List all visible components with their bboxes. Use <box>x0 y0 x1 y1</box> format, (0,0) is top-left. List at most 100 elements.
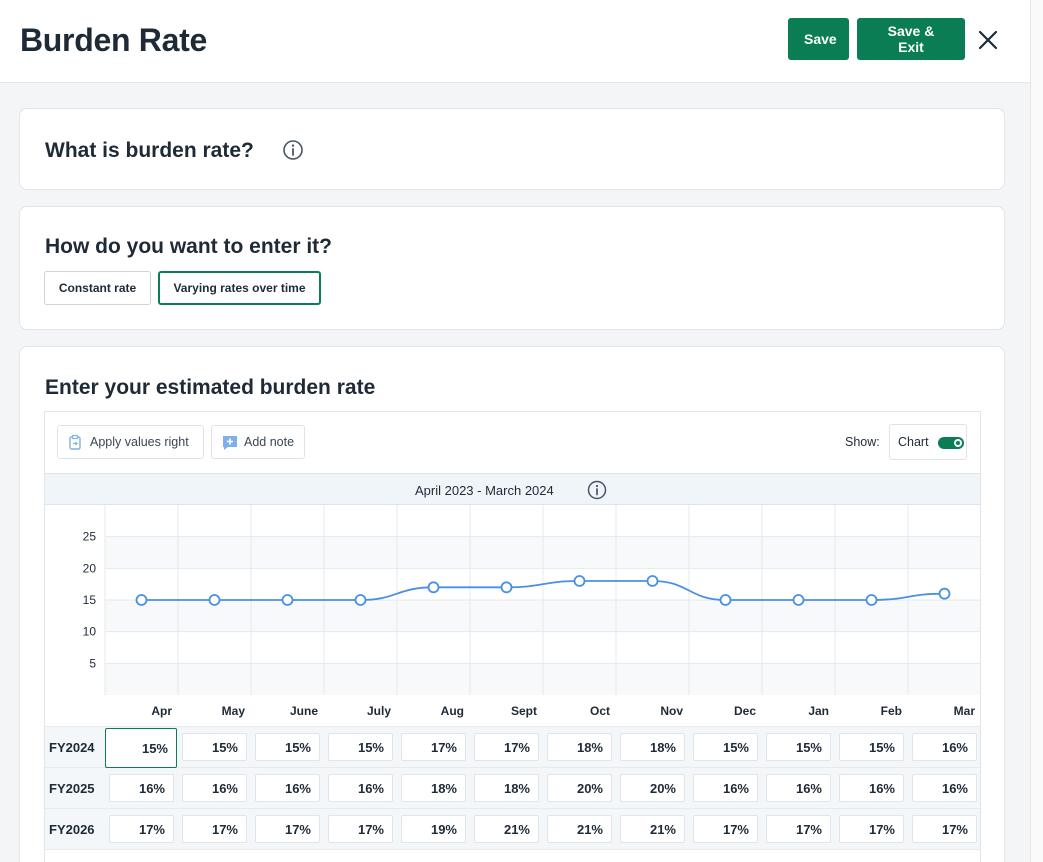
rate-cell[interactable]: 20% <box>547 774 612 802</box>
rate-cell[interactable]: 17% <box>474 733 539 761</box>
page-title: Burden Rate <box>20 22 207 58</box>
data-point-apr[interactable] <box>135 594 148 606</box>
estimated-rate-card: Enter your estimated burden rate Apply v… <box>19 346 1005 862</box>
info-icon[interactable] <box>282 139 304 161</box>
table-row: FY2024 15% 15% 15% 15% 17% 17% 18% 18% 15% 15% 15% 1… <box>45 727 980 768</box>
apply-values-right-label: Apply values right <box>90 435 189 449</box>
data-point-aug[interactable] <box>427 581 440 594</box>
table-row: FY2025 16% 16% 16% 16% 18% 18% 20% 20% 16% 16% 16% 1… <box>45 768 980 809</box>
rate-cell[interactable]: 21% <box>547 815 612 843</box>
data-point-oct[interactable] <box>573 575 586 587</box>
month-label: June <box>289 704 318 718</box>
month-label: Feb <box>880 704 902 718</box>
data-point-june[interactable] <box>281 594 294 606</box>
rate-cell[interactable]: 17% <box>766 815 831 843</box>
rate-cell[interactable]: 15% <box>255 733 320 761</box>
rate-cell[interactable]: 15% <box>693 733 758 761</box>
apply-values-right-button[interactable]: Apply values right <box>57 425 204 459</box>
rate-cell[interactable]: 20% <box>620 774 685 802</box>
rate-cell[interactable]: 16% <box>328 774 393 802</box>
rate-cell[interactable]: 17% <box>693 815 758 843</box>
data-point-dec[interactable] <box>719 594 732 606</box>
data-point-may[interactable] <box>208 594 221 606</box>
month-label: Aug <box>440 704 464 718</box>
data-point-mar[interactable] <box>938 587 951 600</box>
month-label: Nov <box>660 704 683 718</box>
rate-cell[interactable]: 17% <box>328 815 393 843</box>
add-note-label: Add note <box>244 435 295 449</box>
constant-rate-option[interactable]: Constant rate <box>44 271 151 305</box>
rate-cell[interactable]: 17% <box>912 815 977 843</box>
rate-cell[interactable]: 16% <box>766 774 831 802</box>
close-icon[interactable] <box>976 28 1000 52</box>
entry-method-title: How do you want to enter it? <box>45 235 332 258</box>
rate-cell[interactable]: 16% <box>839 774 904 802</box>
data-point-feb[interactable] <box>865 594 878 606</box>
rate-cell[interactable]: 18% <box>620 733 685 761</box>
month-label: Sept <box>510 704 537 718</box>
fiscal-year-label: FY2025 <box>49 781 95 796</box>
rate-cell[interactable]: 15% <box>105 728 177 768</box>
rate-cell[interactable]: 15% <box>839 733 904 761</box>
month-label: Jan <box>808 704 829 718</box>
estimated-rate-title: Enter your estimated burden rate <box>45 376 376 399</box>
period-label: April 2023 - March 2024 <box>415 483 554 498</box>
data-point-july[interactable] <box>354 594 367 606</box>
scrollbar[interactable] <box>1030 0 1043 862</box>
what-is-burden-rate-card: What is burden rate? <box>19 108 1005 190</box>
rate-cell[interactable]: 18% <box>547 733 612 761</box>
entry-method-card: How do you want to enter it? Constant ra… <box>19 206 1005 330</box>
data-point-sept[interactable] <box>500 581 513 594</box>
chart-toggle-switch[interactable] <box>938 437 964 449</box>
burden-rate-chart: 5 10 15 20 25 <box>83 505 980 695</box>
y-tick-label: 15 <box>83 593 97 607</box>
month-header-row: Apr May June July Aug Sept Oct Nov Dec Jan Feb Mar <box>45 695 980 727</box>
rate-grid: Apply values right Add note Show: Chart … <box>44 411 981 862</box>
month-label: Mar <box>953 704 975 718</box>
rate-cell[interactable]: 17% <box>401 733 466 761</box>
chart-toggle-label: Chart <box>898 435 929 449</box>
rate-cell[interactable]: 18% <box>474 774 539 802</box>
add-note-button[interactable]: Add note <box>211 425 305 459</box>
y-tick-label: 20 <box>83 561 97 575</box>
save-button[interactable]: Save <box>788 18 849 60</box>
rate-cell[interactable]: 16% <box>109 774 174 802</box>
fiscal-year-label: FY2024 <box>49 740 95 755</box>
rate-cell[interactable]: 16% <box>912 774 977 802</box>
rate-cell[interactable]: 17% <box>839 815 904 843</box>
y-tick-label: 10 <box>83 625 97 639</box>
add-note-icon <box>223 436 237 450</box>
info-icon[interactable] <box>587 480 607 500</box>
what-is-burden-rate-title: What is burden rate? <box>45 139 254 162</box>
rate-cell[interactable]: 15% <box>182 733 247 761</box>
month-label: Oct <box>589 704 610 718</box>
rate-cell[interactable]: 18% <box>401 774 466 802</box>
rate-cell[interactable]: 16% <box>693 774 758 802</box>
save-exit-button[interactable]: Save & Exit <box>857 18 965 60</box>
rate-cell[interactable]: 17% <box>109 815 174 843</box>
page-header: Burden Rate Save Save & Exit <box>0 0 1030 83</box>
month-label: Dec <box>733 704 756 718</box>
rate-cell[interactable]: 16% <box>912 733 977 761</box>
varying-rates-option[interactable]: Varying rates over time <box>158 271 321 305</box>
data-point-jan[interactable] <box>792 594 805 606</box>
rate-cell[interactable]: 21% <box>620 815 685 843</box>
month-label: Apr <box>151 704 172 718</box>
rate-cell[interactable]: 17% <box>255 815 320 843</box>
y-tick-label: 5 <box>89 656 96 670</box>
show-label: Show: <box>845 435 880 449</box>
rate-cell[interactable]: 21% <box>474 815 539 843</box>
grid-toolbar: Apply values right Add note Show: Chart <box>45 412 980 473</box>
rate-cell[interactable]: 15% <box>328 733 393 761</box>
rate-cell[interactable]: 16% <box>255 774 320 802</box>
rate-cell[interactable]: 16% <box>182 774 247 802</box>
fiscal-year-label: FY2026 <box>49 822 95 837</box>
y-tick-label: 25 <box>83 530 97 544</box>
data-point-nov[interactable] <box>646 575 659 587</box>
rate-cell[interactable]: 19% <box>401 815 466 843</box>
period-header: April 2023 - March 2024 <box>45 473 980 505</box>
month-label: July <box>366 704 391 718</box>
rate-cell[interactable]: 17% <box>182 815 247 843</box>
chart-toggle-box: Chart <box>889 424 967 460</box>
rate-cell[interactable]: 15% <box>766 733 831 761</box>
